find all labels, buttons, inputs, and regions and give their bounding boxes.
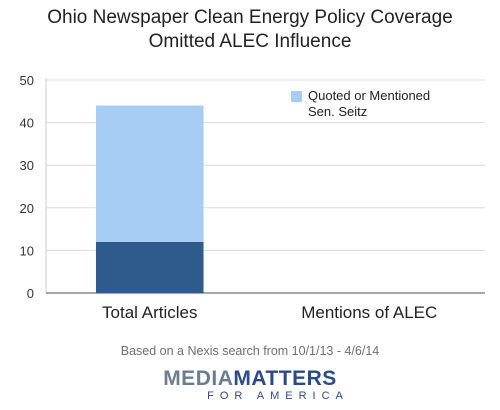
x-tick-label-mentions-of-alec: Mentions of ALEC [301, 303, 437, 322]
legend-swatch-quoted-or-mentioned [291, 91, 302, 102]
chart-title: Ohio Newspaper Clean Energy Policy Cover… [0, 6, 500, 54]
y-tick-label-20: 20 [20, 201, 34, 216]
y-tick-label-10: 10 [20, 243, 34, 258]
logo-media-text: MEDIA [163, 367, 234, 390]
source-footnote: Based on a Nexis search from 10/1/13 - 4… [120, 344, 380, 358]
y-tick-label-0: 0 [27, 286, 34, 301]
logo-matters-text: MATTERS [233, 367, 337, 390]
y-tick-label-50: 50 [20, 73, 34, 88]
y-tick-label-40: 40 [20, 116, 34, 131]
legend-label-line-2: Sen. Seitz [308, 104, 367, 119]
chart-title-line-2: Omitted ALEC Influence [148, 31, 352, 52]
legend-label-line-1: Quoted or Mentioned [308, 88, 430, 103]
bar-chart: 0 10 20 30 40 50 Total Articles Mentions of ALE… [20, 73, 485, 322]
y-tick-label-30: 30 [20, 158, 34, 173]
x-tick-label-total-articles: Total Articles [102, 303, 197, 322]
bar-total-articles-series-1 [95, 105, 204, 242]
chart-title-line-1: Ohio Newspaper Clean Energy Policy Cover… [47, 7, 453, 28]
bar-total-articles-series-0 [95, 241, 204, 293]
media-matters-logo: MEDIAMATTERS FOR AMERICA [0, 367, 500, 403]
logo-subtitle: FOR AMERICA [207, 390, 349, 402]
